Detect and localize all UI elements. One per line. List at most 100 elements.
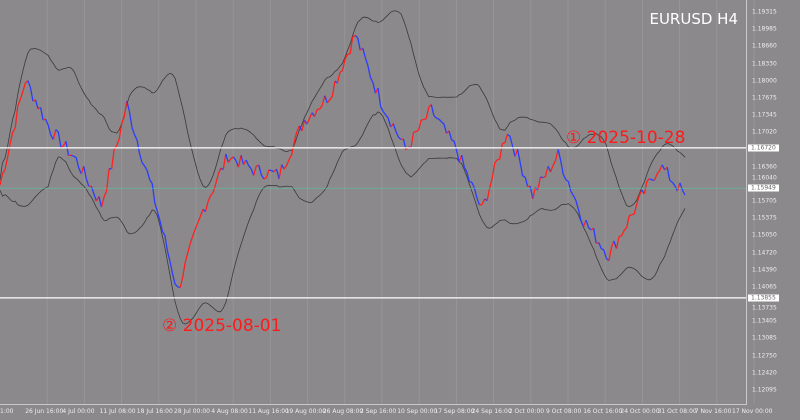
price-label: 1.18660	[752, 42, 777, 50]
time-label: 7 Nov 16:00	[694, 408, 732, 415]
price-segment	[666, 167, 671, 181]
price-segment	[47, 125, 52, 135]
price-segment	[308, 112, 313, 119]
price-segment	[39, 107, 44, 121]
price-segment	[105, 168, 110, 192]
price-segment	[57, 132, 62, 148]
price-segment	[70, 154, 74, 157]
price-segment	[681, 189, 686, 196]
price-segment	[27, 80, 32, 88]
price-segment	[245, 159, 250, 166]
price-segment	[540, 176, 544, 179]
price-segment	[588, 227, 592, 231]
price-label: 1.12420	[752, 369, 777, 377]
price-segment	[271, 170, 275, 173]
price-segment	[189, 235, 194, 244]
price-segment	[100, 196, 105, 208]
price-segment	[156, 210, 161, 221]
price-segment	[171, 273, 176, 285]
price-segment	[12, 127, 16, 133]
time-label: 26 Jun 16:00	[25, 408, 64, 415]
price-segment	[144, 165, 148, 171]
time-label: 4 Jul 00:00	[62, 408, 95, 415]
price-segment	[593, 228, 597, 244]
price-segment	[463, 166, 468, 173]
chart-title: EURUSD H4	[649, 10, 738, 28]
price-segment	[377, 87, 382, 107]
price-segment	[341, 59, 346, 71]
price-segment	[595, 241, 599, 245]
price-label: 1.17345	[752, 111, 777, 119]
price-segment	[456, 150, 460, 163]
price-segment	[192, 228, 196, 237]
price-segment	[288, 154, 293, 160]
price-label: 1.15050	[752, 231, 777, 239]
hline-price-tag: 1.13855	[748, 294, 779, 302]
time-label: 26 Aug 08:00	[322, 408, 364, 415]
price-segment	[227, 158, 232, 163]
price-segment	[436, 117, 440, 120]
price-segment	[433, 114, 437, 119]
price-segment	[542, 176, 546, 179]
price-segment	[128, 111, 133, 128]
price-segment	[22, 82, 26, 92]
price-segment	[638, 189, 643, 196]
price-label: 1.12750	[752, 352, 777, 360]
price-segment	[502, 142, 506, 145]
price-label: 1.18000	[752, 77, 777, 85]
lower-band	[0, 111, 686, 325]
price-segment	[491, 162, 496, 179]
price-segment	[420, 118, 424, 121]
price-label: 1.17675	[752, 94, 777, 102]
price-segment	[118, 123, 123, 139]
price-label: 1.14065	[752, 283, 777, 291]
price-segment	[476, 197, 481, 206]
price-segment	[344, 53, 349, 60]
price-segment	[283, 164, 288, 170]
price-segment	[547, 165, 552, 173]
time-label: 28 Jul 00:00	[174, 408, 210, 415]
chart-plot-area[interactable]	[0, 0, 747, 405]
price-segment	[161, 230, 166, 236]
price-segment	[116, 138, 120, 146]
price-label: 1.16360	[752, 163, 777, 171]
price-segment	[329, 95, 333, 101]
price-segment	[532, 187, 536, 200]
current-price-tag: 1.15949	[748, 184, 779, 192]
price-segment	[166, 250, 171, 262]
price-segment	[301, 120, 306, 131]
price-segment	[620, 230, 625, 237]
price-segment	[572, 195, 577, 201]
price-segment	[438, 118, 442, 123]
price-segment	[524, 176, 529, 187]
price-segment	[164, 235, 169, 252]
price-segment	[516, 149, 521, 163]
price-segment	[296, 125, 300, 133]
price-segment	[603, 249, 607, 259]
price-segment	[194, 222, 199, 230]
price-segment	[633, 203, 638, 215]
price-segment	[237, 155, 242, 168]
price-segment	[570, 190, 574, 196]
price-segment	[339, 70, 343, 73]
price-segment	[417, 119, 422, 131]
time-label: 2 Sep 16:00	[360, 408, 397, 415]
price-segment	[182, 262, 186, 278]
price-segment	[552, 160, 557, 166]
time-label: 24 Sep 16:00	[471, 408, 512, 415]
price-segment	[646, 178, 650, 182]
price-segment	[133, 134, 138, 141]
price-segment	[653, 173, 658, 181]
price-segment	[537, 176, 542, 191]
price-segment	[626, 215, 630, 228]
price-segment	[126, 100, 131, 112]
price-segment	[458, 154, 463, 163]
price-segment	[354, 35, 359, 39]
upper-band	[0, 10, 686, 208]
price-segment	[103, 190, 108, 198]
price-segment	[352, 34, 356, 38]
price-label: 1.13735	[752, 304, 777, 312]
price-segment	[580, 220, 585, 227]
price-segment	[631, 213, 635, 216]
price-segment	[151, 183, 156, 203]
